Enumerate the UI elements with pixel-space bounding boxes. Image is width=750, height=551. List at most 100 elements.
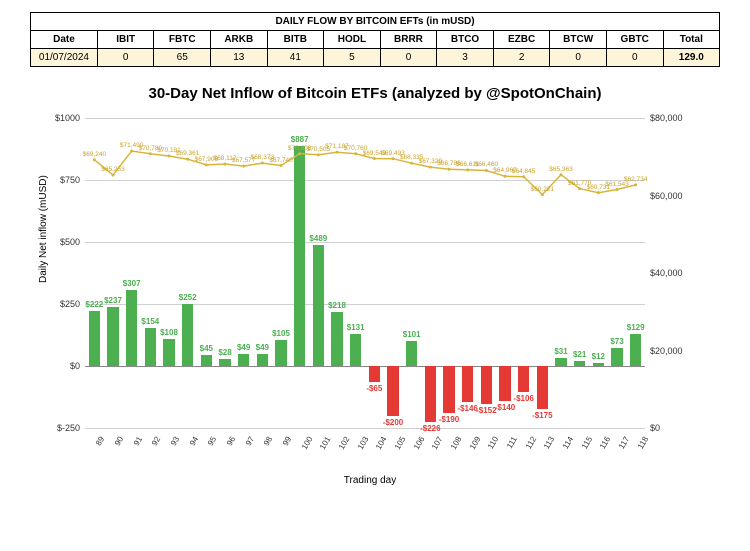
x-tick-label: 91: [132, 435, 144, 447]
table-cell: 3: [437, 49, 494, 66]
bar: [518, 366, 529, 392]
x-tick-label: 93: [169, 435, 181, 447]
bar-label: -$200: [383, 418, 403, 427]
table-header-cell: FBTC: [154, 31, 211, 48]
x-tick-label: 95: [206, 435, 218, 447]
grid-line: [85, 304, 645, 305]
table-cell: 01/07/2024: [31, 49, 98, 66]
bar: [107, 307, 118, 366]
bar-label: $218: [328, 301, 346, 310]
bar: [462, 366, 473, 402]
bar: [443, 366, 454, 413]
x-tick-label: 111: [505, 435, 519, 450]
line-point-label: $69,240: [83, 151, 107, 158]
y-left-tick-label: $750: [35, 175, 80, 185]
chart-area: Daily Net inflow (mUSD) BTC price (USD) …: [30, 108, 710, 488]
bar: [611, 348, 622, 366]
zero-line: [85, 366, 645, 367]
table-header-cell: IBIT: [98, 31, 155, 48]
x-tick-label: 94: [188, 435, 200, 447]
bar: [537, 366, 548, 409]
plot-area: $-250$0$250$500$750$1000$0$20,000$40,000…: [85, 118, 645, 428]
bar: [425, 366, 436, 422]
table-header-cell: Date: [31, 31, 98, 48]
table-cell: 129.0: [664, 49, 720, 66]
bar: [126, 290, 137, 366]
bar-label: -$175: [532, 411, 552, 420]
bar: [238, 354, 249, 366]
bar-label: $108: [160, 328, 178, 337]
table-cell: 65: [154, 49, 211, 66]
table-cell: 5: [324, 49, 381, 66]
x-tick-label: 117: [617, 435, 631, 451]
bar: [406, 341, 417, 366]
bar: [163, 339, 174, 366]
bar-label: $28: [218, 348, 231, 357]
bar: [593, 363, 604, 366]
x-tick-label: 101: [318, 435, 332, 451]
bar: [350, 334, 361, 366]
table-cell: 2: [494, 49, 551, 66]
x-tick-label: 110: [486, 435, 500, 451]
y-right-tick-label: $20,000: [650, 346, 705, 356]
table-cell: 41: [268, 49, 325, 66]
y-left-axis-title: Daily Net inflow (mUSD): [38, 175, 49, 283]
bar-label: $105: [272, 329, 290, 338]
table-title: DAILY FLOW BY BITCOIN EFTs (in mUSD): [31, 13, 719, 31]
bar-label: $154: [141, 317, 159, 326]
line-point-label: $65,363: [549, 166, 573, 173]
x-tick-label: 109: [468, 435, 482, 451]
bar-label: -$146: [457, 404, 477, 413]
table-header-cell: EZBC: [494, 31, 551, 48]
bar-label: $101: [403, 330, 421, 339]
bar-label: -$152: [476, 406, 496, 415]
bar-label: $45: [200, 344, 213, 353]
bar-label: -$65: [366, 384, 382, 393]
table-cell: 0: [607, 49, 664, 66]
table-header-cell: BTCW: [550, 31, 607, 48]
bar: [369, 366, 380, 382]
bar: [89, 311, 100, 366]
bar: [499, 366, 510, 401]
bar: [630, 334, 641, 366]
bar-label: -$106: [513, 394, 533, 403]
bar-label: $237: [104, 296, 122, 305]
x-tick-label: 113: [542, 435, 556, 451]
bar-label: $887: [291, 135, 309, 144]
bar-label: $21: [573, 350, 586, 359]
grid-line: [85, 428, 645, 429]
chart-title: 30-Day Net Inflow of Bitcoin ETFs (analy…: [30, 85, 720, 102]
table-header-cell: BTCO: [437, 31, 494, 48]
bar: [313, 245, 324, 366]
table-cell: 13: [211, 49, 268, 66]
line-point-label: $64,845: [512, 168, 536, 175]
bar-label: $73: [610, 337, 623, 346]
x-tick-label: 115: [580, 435, 594, 451]
line-point-label: $65,253: [101, 166, 125, 173]
btc-price-line: [85, 118, 645, 428]
y-right-tick-label: $60,000: [650, 191, 705, 201]
bar-label: -$190: [439, 415, 459, 424]
x-tick-label: 97: [244, 435, 256, 447]
bar: [145, 328, 156, 366]
x-tick-label: 89: [94, 435, 106, 447]
bar: [294, 146, 305, 366]
bar-label: $49: [237, 343, 250, 352]
table-header-cell: BITB: [268, 31, 325, 48]
table-header-cell: HODL: [324, 31, 381, 48]
bar-label: $252: [179, 293, 197, 302]
bar: [555, 358, 566, 366]
x-tick-label: 114: [561, 435, 575, 451]
bar-label: $307: [123, 279, 141, 288]
x-tick-label: 108: [449, 435, 463, 451]
bar-label: $129: [627, 323, 645, 332]
bar: [387, 366, 398, 416]
grid-line: [85, 180, 645, 181]
x-tick-label: 96: [225, 435, 237, 447]
grid-line: [85, 242, 645, 243]
bar: [481, 366, 492, 404]
y-left-tick-label: $250: [35, 299, 80, 309]
bar-label: $12: [592, 352, 605, 361]
flow-table: DAILY FLOW BY BITCOIN EFTs (in mUSD) Dat…: [30, 12, 720, 67]
x-tick-label: 106: [412, 435, 426, 451]
